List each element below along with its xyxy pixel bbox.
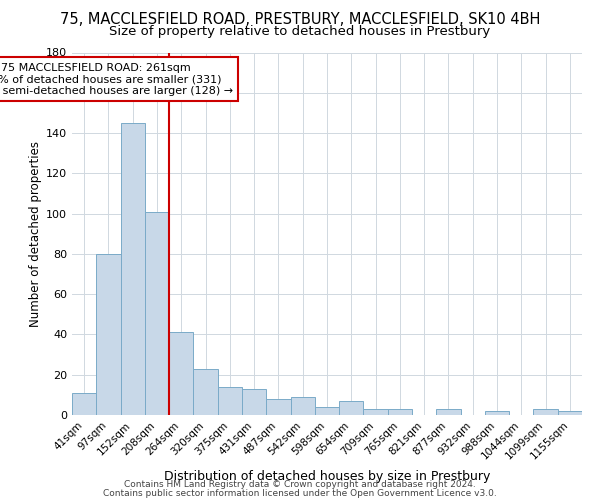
Bar: [193, 368, 218, 415]
X-axis label: Distribution of detached houses by size in Prestbury: Distribution of detached houses by size …: [164, 470, 490, 482]
Bar: [242, 389, 266, 415]
Bar: [533, 409, 558, 415]
Text: 75, MACCLESFIELD ROAD, PRESTBURY, MACCLESFIELD, SK10 4BH: 75, MACCLESFIELD ROAD, PRESTBURY, MACCLE…: [60, 12, 540, 28]
Bar: [485, 411, 509, 415]
Text: Contains public sector information licensed under the Open Government Licence v3: Contains public sector information licen…: [103, 488, 497, 498]
Bar: [388, 409, 412, 415]
Bar: [436, 409, 461, 415]
Bar: [145, 212, 169, 415]
Bar: [121, 123, 145, 415]
Bar: [72, 393, 96, 415]
Text: 75 MACCLESFIELD ROAD: 261sqm
← 72% of detached houses are smaller (331)
28% of s: 75 MACCLESFIELD ROAD: 261sqm ← 72% of de…: [0, 62, 233, 96]
Bar: [218, 387, 242, 415]
Y-axis label: Number of detached properties: Number of detached properties: [29, 141, 42, 327]
Bar: [339, 401, 364, 415]
Bar: [315, 407, 339, 415]
Bar: [364, 409, 388, 415]
Bar: [290, 397, 315, 415]
Bar: [169, 332, 193, 415]
Text: Size of property relative to detached houses in Prestbury: Size of property relative to detached ho…: [109, 25, 491, 38]
Text: Contains HM Land Registry data © Crown copyright and database right 2024.: Contains HM Land Registry data © Crown c…: [124, 480, 476, 489]
Bar: [558, 411, 582, 415]
Bar: [96, 254, 121, 415]
Bar: [266, 399, 290, 415]
